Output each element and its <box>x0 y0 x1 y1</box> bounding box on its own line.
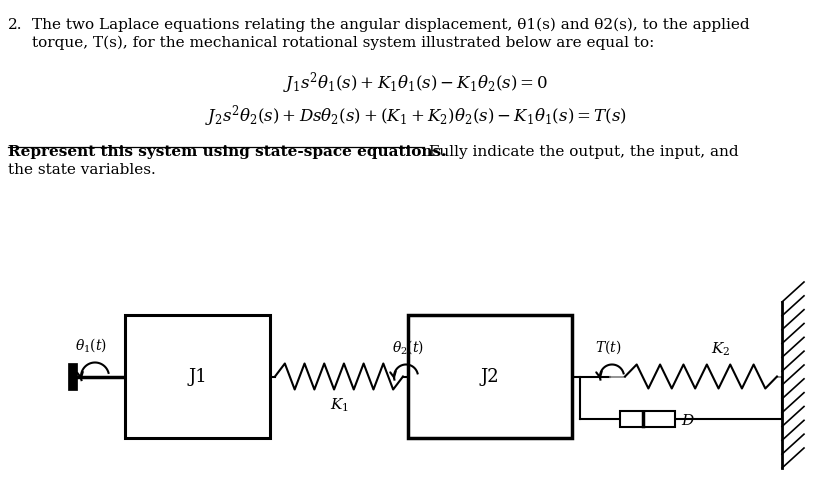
Text: $\theta_2(t)$: $\theta_2(t)$ <box>392 339 424 357</box>
Text: $T(t)$: $T(t)$ <box>595 339 622 357</box>
Text: the state variables.: the state variables. <box>8 163 156 177</box>
Bar <box>408 315 572 438</box>
Text: $K_1$: $K_1$ <box>329 396 349 414</box>
Text: J1: J1 <box>188 368 207 386</box>
Bar <box>125 315 270 438</box>
Text: $K_2$: $K_2$ <box>711 341 730 359</box>
Text: $J_2s^2\theta_2(s) + Ds\theta_2(s) + (K_1+K_2)\theta_2(s) - K_1\theta_1(s) = T(s: $J_2s^2\theta_2(s) + Ds\theta_2(s) + (K_… <box>205 103 627 129</box>
Text: $J_1s^2\theta_1(s) + K_1\theta_1(s) - K_1\theta_2(s) = 0$: $J_1s^2\theta_1(s) + K_1\theta_1(s) - K_… <box>284 70 548 96</box>
Text: $\theta_1(t)$: $\theta_1(t)$ <box>75 337 107 354</box>
Text: 2.: 2. <box>8 18 22 32</box>
Text: Fully indicate the output, the input, and: Fully indicate the output, the input, an… <box>424 145 739 159</box>
Text: J2: J2 <box>481 368 499 386</box>
Text: $D$: $D$ <box>681 413 695 428</box>
Text: Represent this system using state-space equations.: Represent this system using state-space … <box>8 145 447 159</box>
Text: torque, T(s), for the mechanical rotational system illustrated below are equal t: torque, T(s), for the mechanical rotatio… <box>32 36 655 50</box>
Bar <box>620 411 675 426</box>
Text: The two Laplace equations relating the angular displacement, θ1(s) and θ2(s), to: The two Laplace equations relating the a… <box>32 18 750 32</box>
